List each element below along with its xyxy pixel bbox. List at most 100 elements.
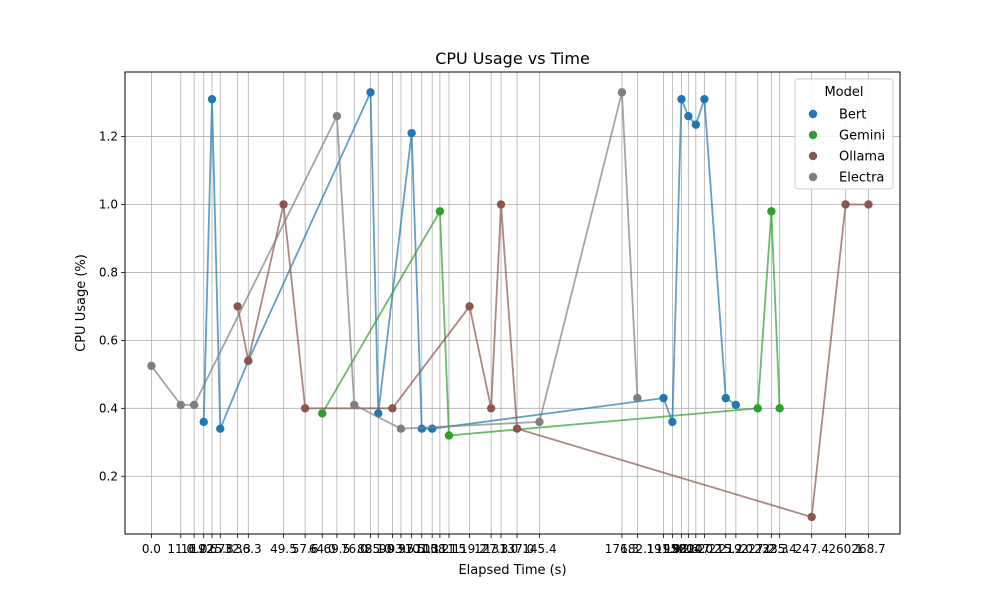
data-point-ollama bbox=[300, 404, 310, 413]
legend-marker bbox=[808, 172, 818, 182]
x-tick-label: 198.6 bbox=[664, 542, 698, 556]
data-point-bert bbox=[659, 393, 668, 403]
x-tick-label: 64.0 bbox=[309, 542, 336, 556]
x-tick-label: 137.0 bbox=[500, 542, 534, 556]
data-point-ollama bbox=[279, 200, 288, 209]
y-tick-label: 0.2 bbox=[99, 469, 118, 483]
legend-label: Electra bbox=[839, 171, 884, 186]
x-tick-label: 22.7 bbox=[199, 542, 226, 556]
data-point-gemini bbox=[435, 207, 445, 216]
series-layer bbox=[147, 88, 873, 522]
x-tick-label: 108.1 bbox=[423, 542, 457, 556]
chart-title: CPU Usage vs Time bbox=[435, 49, 590, 68]
data-point-bert bbox=[427, 424, 437, 433]
data-point-bert bbox=[216, 424, 225, 433]
data-point-gemini bbox=[775, 404, 784, 413]
x-tick-label: 19.6 bbox=[190, 542, 217, 556]
x-tick-label: 260.1 bbox=[828, 542, 862, 556]
legend-label: Bert bbox=[839, 108, 866, 123]
x-tick-label: 207.2 bbox=[687, 542, 721, 556]
x-tick-label: 195.2 bbox=[655, 542, 689, 556]
ticks: 0.0 11.016.019.622.725.832.336.3 49.557.66… bbox=[99, 130, 886, 556]
plot-area bbox=[124, 71, 901, 535]
x-tick-label: 36.3 bbox=[235, 542, 262, 556]
data-point-ollama bbox=[807, 512, 816, 522]
legend-marker bbox=[808, 109, 818, 119]
data-point-ollama bbox=[864, 200, 873, 209]
legend-label: Gemini bbox=[839, 129, 885, 144]
x-tick-label: 69.5 bbox=[324, 542, 351, 556]
x-tick-label: 176.3 bbox=[605, 542, 639, 556]
legend-item-ollama: Ollama bbox=[808, 150, 885, 165]
data-point-ollama bbox=[244, 356, 253, 365]
x-tick-label: 119.2 bbox=[452, 542, 486, 556]
x-tick-label: 0.0 bbox=[142, 542, 161, 556]
data-point-bert bbox=[407, 128, 416, 138]
legend-item-electra: Electra bbox=[808, 171, 884, 186]
data-point-bert bbox=[731, 400, 741, 410]
x-tick-label: 11.0 bbox=[167, 542, 194, 556]
data-point-bert bbox=[721, 393, 730, 403]
y-tick-label: 1.0 bbox=[99, 197, 118, 211]
x-tick-label: 25.8 bbox=[207, 542, 234, 556]
data-point-electra bbox=[396, 424, 406, 433]
data-point-electra bbox=[176, 400, 185, 410]
data-point-electra bbox=[189, 400, 199, 410]
x-tick-label: 268.7 bbox=[851, 542, 885, 556]
x-tick-label: 105.2 bbox=[415, 542, 449, 556]
data-point-gemini bbox=[767, 207, 776, 216]
legend-marker bbox=[808, 151, 818, 161]
y-axis-label: CPU Usage (%) bbox=[74, 254, 89, 352]
x-tick-label: 57.6 bbox=[292, 542, 319, 556]
x-axis-label: Elapsed Time (s) bbox=[458, 563, 566, 578]
y-tick-label: 0.4 bbox=[99, 401, 118, 415]
x-tick-label: 85.0 bbox=[365, 542, 392, 556]
data-point-electra bbox=[350, 400, 359, 410]
x-tick-label: 182.1 bbox=[620, 542, 654, 556]
series-ollama bbox=[233, 200, 873, 522]
x-tick-label: 127.3 bbox=[474, 542, 508, 556]
data-point-gemini bbox=[318, 409, 327, 418]
x-tick-label: 145.4 bbox=[522, 542, 556, 556]
series-line-ollama bbox=[236, 203, 869, 519]
data-point-electra bbox=[617, 88, 627, 97]
data-point-ollama bbox=[486, 404, 496, 413]
x-tick-label: 201.2 bbox=[671, 542, 705, 556]
y-tick-label: 1.2 bbox=[99, 130, 118, 144]
data-point-bert bbox=[207, 94, 217, 104]
legend: Model Bert Gemini Ollama Electra bbox=[794, 78, 894, 190]
x-tick-label: 101.3 bbox=[405, 542, 439, 556]
x-tick-label: 16.0 bbox=[181, 542, 208, 556]
x-tick-label: 97.5 bbox=[398, 542, 425, 556]
data-point-ollama bbox=[233, 302, 242, 311]
x-tick-label: 90.3 bbox=[379, 542, 406, 556]
x-tick-label: 247.4 bbox=[794, 542, 828, 556]
data-point-electra bbox=[633, 393, 642, 403]
data-point-bert bbox=[691, 120, 701, 129]
data-point-electra bbox=[535, 417, 544, 427]
x-tick-label: 232.3 bbox=[754, 542, 788, 556]
x-tick-label: 191.9 bbox=[646, 542, 680, 556]
x-tick-label: 227.2 bbox=[741, 542, 775, 556]
x-tick-label: 219.0 bbox=[719, 542, 753, 556]
x-tick-label: 204.0 bbox=[679, 542, 713, 556]
series-gemini bbox=[318, 207, 784, 440]
data-point-bert bbox=[199, 417, 208, 427]
legend-box bbox=[794, 78, 894, 190]
y-tick-label: 0.8 bbox=[99, 265, 118, 279]
legend-label: Ollama bbox=[839, 150, 885, 165]
data-point-bert bbox=[366, 88, 375, 97]
data-point-bert bbox=[684, 111, 693, 121]
data-point-electra bbox=[147, 361, 156, 371]
x-tick-label: 215.2 bbox=[709, 542, 743, 556]
data-point-bert bbox=[417, 424, 426, 433]
x-tick-label: 49.5 bbox=[270, 542, 297, 556]
x-tick-label: 111.5 bbox=[432, 542, 466, 556]
series-electra bbox=[147, 88, 642, 433]
data-point-ollama bbox=[388, 404, 397, 413]
series-line-gemini bbox=[321, 208, 781, 437]
x-tick-label: 131.0 bbox=[484, 542, 518, 556]
legend-item-gemini: Gemini bbox=[808, 129, 885, 144]
